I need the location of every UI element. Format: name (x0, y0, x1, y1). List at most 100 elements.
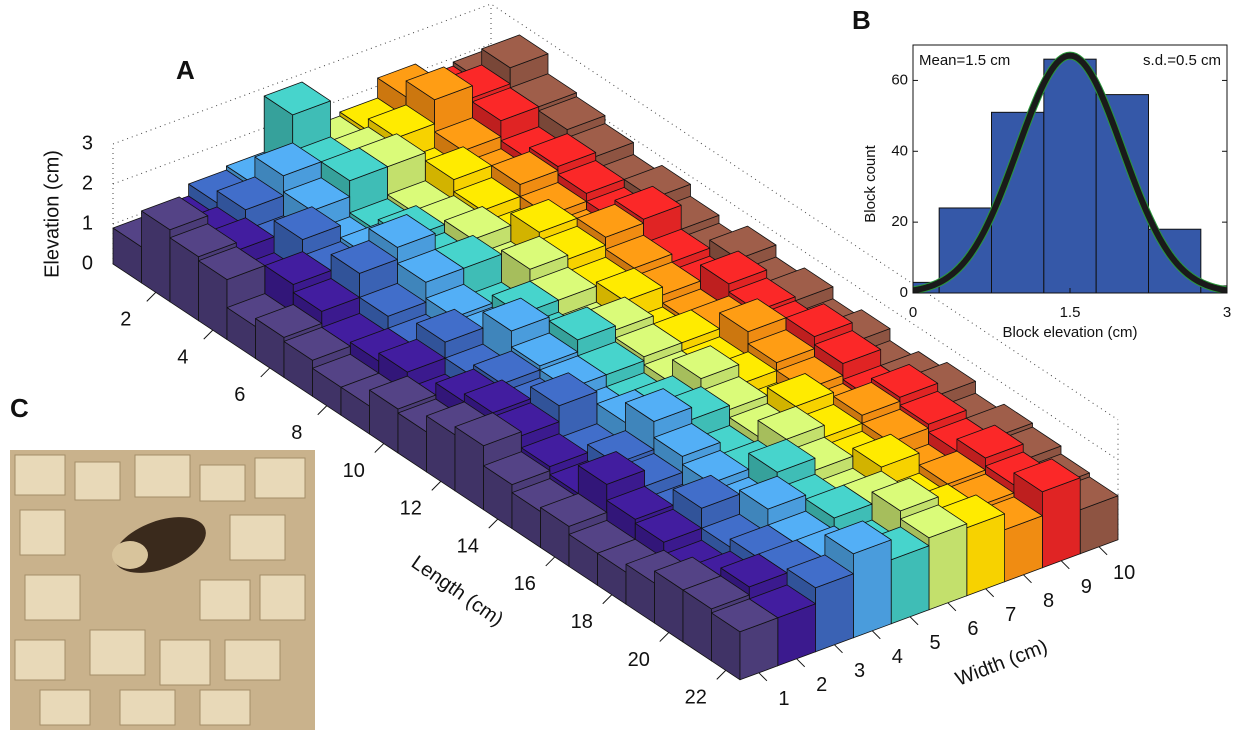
block-top (709, 225, 777, 260)
panel-label: A (176, 55, 195, 85)
y-tick-label: 40 (891, 142, 908, 159)
block-top (369, 375, 437, 410)
block-top (483, 451, 551, 486)
y-tick-label: 6 (967, 618, 978, 640)
x-tick (602, 594, 613, 605)
y-tick (871, 630, 881, 640)
block-top (255, 304, 323, 338)
block-top (282, 177, 351, 212)
block-top (292, 278, 361, 312)
x-tick-label: 10 (343, 460, 365, 482)
block-top (169, 223, 237, 258)
y-axis-title: Width (cm) (952, 636, 1050, 691)
bar (1043, 58, 1097, 293)
block-front (853, 539, 892, 639)
block-top (463, 379, 531, 414)
fit-curve (913, 52, 1227, 293)
x-tick (260, 367, 271, 378)
y-tick (758, 672, 768, 682)
block-top (471, 87, 540, 122)
block-top (605, 234, 673, 269)
block-top (757, 405, 825, 440)
x-tick-label: 20 (628, 649, 650, 671)
cockroach-head (112, 541, 148, 569)
block-top (482, 297, 550, 332)
block-top (577, 451, 645, 485)
block-top (444, 206, 512, 240)
block-top (748, 438, 816, 473)
block-top (529, 133, 597, 167)
annotation: s.d.=0.5 cm (1143, 52, 1221, 69)
y-tick-label: 60 (891, 71, 908, 88)
block-top (833, 381, 901, 416)
z-tick-label: 2 (82, 172, 93, 194)
y-axis-title: Block count (862, 144, 879, 222)
block-front (928, 523, 968, 611)
block-top (824, 520, 892, 555)
y-tick-label: 5 (930, 632, 941, 654)
block-top (814, 330, 882, 364)
block-top (473, 350, 541, 385)
block-top (871, 363, 939, 398)
z-tick-label: 1 (82, 212, 93, 234)
block-top (216, 176, 284, 211)
block-top (453, 177, 521, 211)
x-tick (203, 329, 214, 340)
x-axis-title: Block elevation (cm) (1002, 324, 1137, 341)
block-top (378, 338, 446, 373)
y-tick (1098, 546, 1108, 556)
block-top (682, 449, 750, 484)
y-tick-label: 20 (891, 213, 908, 230)
block-top (614, 185, 682, 220)
block-top (739, 475, 807, 510)
block-top (396, 248, 465, 283)
block-top (454, 412, 522, 447)
y-tick-label: 1 (778, 688, 789, 710)
block-top (264, 251, 332, 285)
x-tick-label: 6 (234, 384, 245, 406)
block-top (368, 214, 436, 248)
x-tick-label: 8 (291, 422, 302, 444)
x-tick (146, 291, 157, 302)
annotation: Mean=1.5 cm (919, 52, 1010, 69)
x-tick (659, 632, 670, 642)
y-tick (909, 616, 919, 626)
x-tick-label: 1.5 (1060, 304, 1081, 321)
photo-blocks (14, 454, 306, 726)
block-top (538, 96, 606, 131)
block-top (711, 598, 779, 633)
block-top (198, 246, 266, 281)
x-tick-label: 14 (457, 535, 479, 557)
block-top (606, 485, 674, 520)
block-top (805, 484, 873, 519)
panel-label: C (10, 393, 29, 423)
block-top (501, 235, 569, 270)
x-tick (716, 669, 727, 680)
block-top (491, 151, 559, 185)
x-axis-title: Length (cm) (407, 552, 507, 631)
block-top (254, 142, 322, 177)
block-top (434, 117, 502, 152)
block-top (766, 373, 834, 407)
block-top (283, 326, 351, 361)
block-top (720, 553, 788, 588)
block-top (682, 575, 750, 610)
block-top (672, 474, 740, 509)
x-tick-label: 12 (400, 498, 422, 520)
x-tick (545, 556, 556, 567)
block-top (786, 554, 854, 589)
block-top (634, 508, 702, 543)
block-top (273, 206, 341, 241)
x-tick-label: 0 (909, 304, 917, 321)
block-top (852, 433, 920, 468)
block-top (425, 283, 493, 318)
block-top (510, 198, 578, 233)
y-tick-label: 3 (854, 660, 865, 682)
x-tick (374, 443, 385, 453)
z-tick-label: 3 (82, 132, 93, 154)
block-top (367, 104, 436, 139)
panel-label: B (852, 5, 871, 35)
x-tick-label: 4 (177, 346, 188, 368)
block-top (510, 332, 579, 367)
